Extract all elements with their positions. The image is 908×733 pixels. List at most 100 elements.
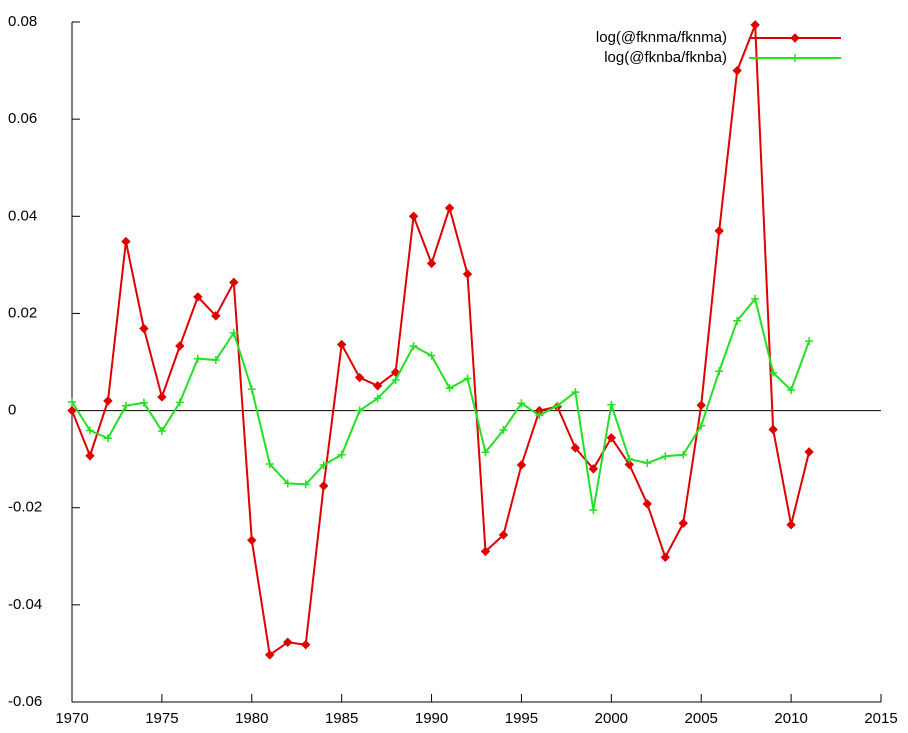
marker (193, 292, 203, 302)
marker (462, 269, 473, 279)
marker (157, 426, 166, 435)
x-tick-label: 2015 (864, 710, 897, 727)
marker (318, 481, 329, 491)
marker (354, 372, 365, 383)
marker (229, 277, 239, 288)
marker (571, 388, 580, 397)
marker (697, 421, 706, 430)
x-tick-label: 2000 (595, 710, 628, 727)
y-tick-label: 0.02 (8, 304, 37, 321)
marker (265, 650, 275, 660)
marker (103, 396, 113, 406)
x-tick-label: 2010 (774, 710, 807, 727)
marker (535, 411, 544, 420)
marker (445, 384, 454, 393)
series-line (71, 24, 811, 657)
marker (85, 451, 95, 461)
marker (409, 341, 418, 350)
x-tick-label: 1990 (415, 710, 448, 727)
marker (678, 518, 688, 528)
marker (498, 530, 509, 540)
marker (373, 394, 382, 403)
marker (283, 479, 292, 488)
marker (624, 459, 635, 470)
legend-label: log(@fknba/fknba) (604, 49, 727, 66)
marker (85, 426, 94, 435)
y-tick-label: 0.04 (8, 207, 37, 224)
y-tick-label: 0.06 (8, 110, 37, 127)
y-tick-label: -0.02 (8, 499, 42, 516)
marker (67, 405, 77, 416)
marker (157, 392, 167, 402)
marker (139, 323, 149, 334)
marker (715, 367, 724, 376)
marker (791, 54, 799, 62)
marker (768, 424, 778, 435)
marker (103, 434, 112, 443)
marker (372, 381, 383, 391)
marker (643, 459, 652, 468)
marker (336, 339, 347, 350)
marker (606, 433, 617, 443)
marker (211, 356, 220, 365)
marker (121, 401, 130, 410)
y-tick-label: 0.08 (8, 13, 37, 30)
x-tick-label: 2005 (685, 710, 718, 727)
marker (786, 520, 796, 530)
marker (301, 639, 311, 650)
marker (751, 294, 760, 303)
x-tick-label: 1980 (235, 710, 268, 727)
marker (589, 506, 598, 515)
marker (337, 450, 346, 459)
marker (301, 480, 310, 489)
marker (679, 450, 688, 459)
marker (733, 316, 742, 325)
marker (211, 311, 221, 321)
marker (463, 374, 472, 383)
marker (427, 351, 436, 360)
series-line (71, 296, 811, 511)
marker (607, 400, 616, 409)
marker (247, 535, 257, 545)
marker (588, 464, 599, 474)
marker (625, 455, 634, 464)
marker (481, 448, 490, 457)
marker (804, 447, 814, 457)
marker (408, 211, 419, 221)
marker (787, 386, 796, 395)
marker (805, 337, 814, 346)
marker (68, 397, 76, 406)
marker (175, 341, 185, 351)
x-tick-label: 1970 (55, 710, 88, 727)
marker (391, 375, 400, 384)
marker (139, 398, 148, 407)
marker (790, 33, 800, 43)
y-tick-label: 0 (8, 402, 16, 419)
marker (247, 385, 256, 394)
marker (444, 203, 455, 213)
marker (660, 552, 670, 562)
marker (283, 637, 293, 647)
x-tick-label: 1985 (325, 710, 358, 727)
marker (769, 368, 778, 377)
marker (175, 398, 184, 407)
marker (661, 452, 670, 461)
y-tick-label: -0.04 (8, 596, 42, 613)
marker (516, 460, 527, 470)
marker (499, 426, 508, 434)
marker (355, 406, 364, 415)
marker (121, 236, 131, 247)
y-tick-label: -0.06 (8, 693, 42, 710)
marker (732, 65, 742, 76)
marker (696, 400, 706, 410)
marker (517, 399, 526, 408)
marker (714, 226, 724, 236)
legend-label: log(@fknma/fknma) (596, 29, 727, 46)
x-tick-label: 1975 (145, 710, 178, 727)
marker (319, 460, 328, 469)
marker (229, 328, 238, 337)
marker (480, 546, 491, 557)
marker (750, 20, 760, 30)
marker (570, 443, 581, 453)
